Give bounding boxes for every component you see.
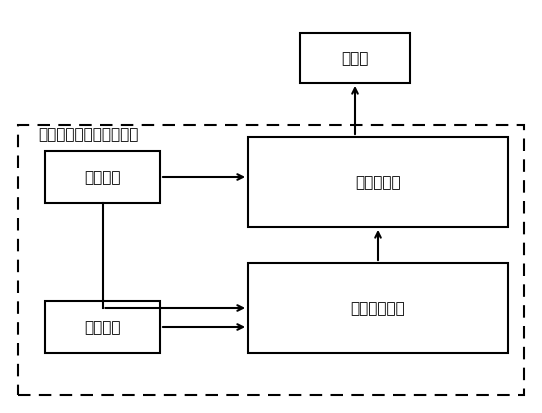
Text: 存储单元: 存储单元 xyxy=(84,320,121,335)
Bar xyxy=(300,34,410,84)
Bar xyxy=(248,138,508,228)
Text: 时间单元: 时间单元 xyxy=(84,170,121,185)
Text: 主控制单元: 主控制单元 xyxy=(355,175,401,190)
Bar xyxy=(45,152,160,204)
Text: 信号灯: 信号灯 xyxy=(341,51,369,66)
Text: 可预测式交通信号控制器: 可预测式交通信号控制器 xyxy=(38,127,138,142)
Bar xyxy=(45,301,160,353)
Bar xyxy=(18,126,524,395)
Text: 运算调整单元: 运算调整单元 xyxy=(351,301,405,316)
Bar xyxy=(248,263,508,353)
